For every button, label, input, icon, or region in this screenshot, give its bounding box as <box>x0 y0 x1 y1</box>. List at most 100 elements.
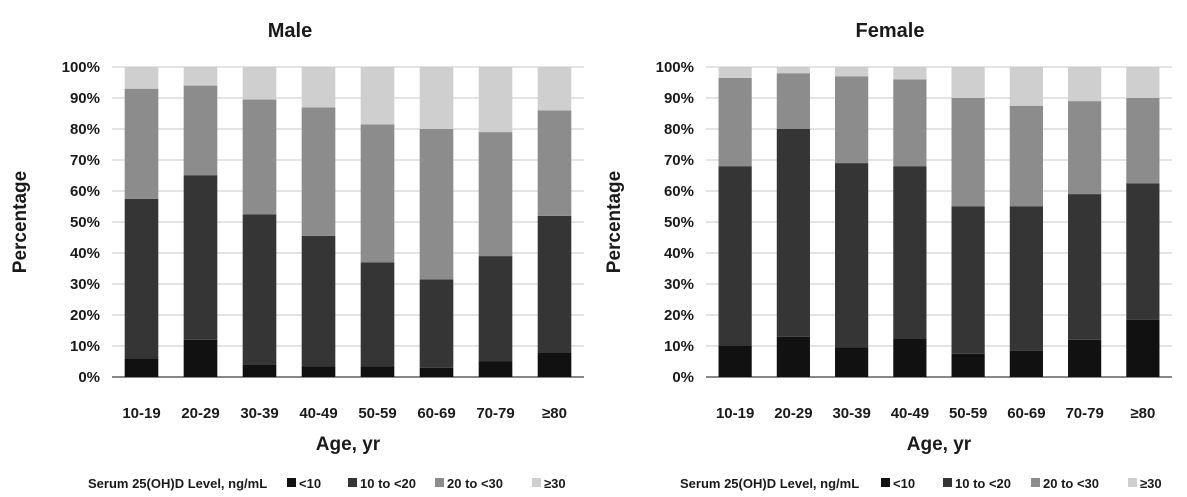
bar-segment <box>478 67 513 133</box>
y-tick-label: 0% <box>78 369 100 386</box>
y-tick-label: 70% <box>70 152 100 169</box>
bar-segment <box>1009 105 1043 207</box>
legend-label: <10 <box>893 476 915 491</box>
bar-segment <box>893 338 927 377</box>
bar-segment <box>301 235 336 367</box>
bar-segment <box>1068 194 1102 340</box>
legend-label: ≥30 <box>544 476 566 491</box>
legend-swatch <box>435 478 444 487</box>
bar-segment <box>124 358 159 377</box>
bar-segment <box>242 67 277 100</box>
legend: Serum 25(OH)D Level, ng/mL <10 10 to <20 20… <box>88 476 566 491</box>
x-tick-label: ≥80 <box>1130 405 1155 422</box>
x-tick-label: 70-79 <box>476 405 514 422</box>
legend-swatch <box>532 478 541 487</box>
legend: Serum 25(OH)D Level, ng/mL <10 10 to <20 20… <box>680 476 1162 491</box>
bar-segment <box>776 129 810 337</box>
bar-segment <box>776 73 810 129</box>
y-tick-label: 70% <box>664 152 694 169</box>
bar-segment <box>537 67 572 111</box>
y-tick-label: 100% <box>62 59 100 76</box>
bar-segment <box>478 256 513 362</box>
legend-label: 20 to <30 <box>1043 476 1099 491</box>
legend-swatch <box>1031 478 1040 487</box>
bar-segment <box>835 163 869 348</box>
bar-segment <box>893 67 927 80</box>
bar-segment <box>718 166 752 346</box>
y-tick-label: 30% <box>70 276 100 293</box>
x-tick-label: 20-29 <box>181 405 219 422</box>
y-tick-label: 80% <box>70 121 100 138</box>
bar-segment <box>1126 98 1160 184</box>
bar-segment <box>1068 101 1102 195</box>
bar-segment <box>537 215 572 353</box>
legend-label: 10 to <20 <box>360 476 416 491</box>
x-tick-label: 30-39 <box>832 405 870 422</box>
legend-swatch <box>943 478 952 487</box>
bar-segment <box>301 107 336 236</box>
bar-segment <box>1009 206 1043 351</box>
y-tick-label: 10% <box>664 338 694 355</box>
bar-segment <box>478 132 513 257</box>
legend-swatch <box>1128 478 1137 487</box>
bar-segment <box>124 88 159 199</box>
y-tick-label: 50% <box>70 214 100 231</box>
bar-segment <box>419 279 454 368</box>
bar-segment <box>1126 319 1160 377</box>
y-tick-label: 90% <box>70 90 100 107</box>
bar-segment <box>1009 350 1043 377</box>
y-tick-label: 90% <box>664 90 694 107</box>
x-tick-label: 40-49 <box>891 405 929 422</box>
x-axis-title: Age, yr <box>316 434 381 455</box>
x-tick-label: 10-19 <box>122 405 160 422</box>
legend-swatch <box>881 478 890 487</box>
y-tick-label: 60% <box>70 183 100 200</box>
bar-segment <box>1068 67 1102 102</box>
bar-segment <box>242 214 277 365</box>
bar-segment <box>1126 183 1160 320</box>
bar-segment <box>718 346 752 377</box>
legend-label: ≥30 <box>1140 476 1162 491</box>
y-axis-title: Percentage <box>10 171 31 273</box>
bar-segment <box>360 262 395 367</box>
bar-segment <box>1068 339 1102 377</box>
bar-segment <box>893 166 927 339</box>
bar-segment <box>893 79 927 167</box>
y-tick-label: 40% <box>664 245 694 262</box>
legend-swatch <box>287 478 296 487</box>
bar-segment <box>360 124 395 263</box>
x-tick-label: 30-39 <box>240 405 278 422</box>
bar-segment <box>951 353 985 377</box>
bar-segment <box>124 198 159 359</box>
x-tick-label: 50-59 <box>949 405 987 422</box>
legend-swatch <box>348 478 357 487</box>
x-tick-label: 20-29 <box>774 405 812 422</box>
bar-segment <box>419 129 454 280</box>
bar-segment <box>776 336 810 377</box>
legend-label: 20 to <30 <box>447 476 503 491</box>
bar-segment <box>183 67 218 86</box>
bar-segment <box>478 361 513 377</box>
x-tick-label: ≥80 <box>542 405 567 422</box>
x-tick-label: 10-19 <box>716 405 754 422</box>
x-axis-title: Age, yr <box>907 434 972 455</box>
bar-segment <box>835 67 869 77</box>
bar-segment <box>183 175 218 340</box>
y-tick-label: 50% <box>664 214 694 231</box>
y-tick-label: 10% <box>70 338 100 355</box>
y-tick-label: 100% <box>656 59 694 76</box>
bar-segment <box>360 67 395 125</box>
bar-segment <box>718 77 752 167</box>
bar-segment <box>242 99 277 215</box>
bar-segment <box>124 67 159 89</box>
bar-segment <box>951 67 985 98</box>
x-tick-label: 60-69 <box>1007 405 1045 422</box>
bar-segment <box>951 206 985 354</box>
bar-segment <box>419 67 454 129</box>
bar-segment <box>1126 67 1160 98</box>
bar-segment <box>951 98 985 207</box>
bar-segment <box>183 85 218 176</box>
bar-segment <box>1009 67 1043 106</box>
bar-segment <box>718 67 752 78</box>
